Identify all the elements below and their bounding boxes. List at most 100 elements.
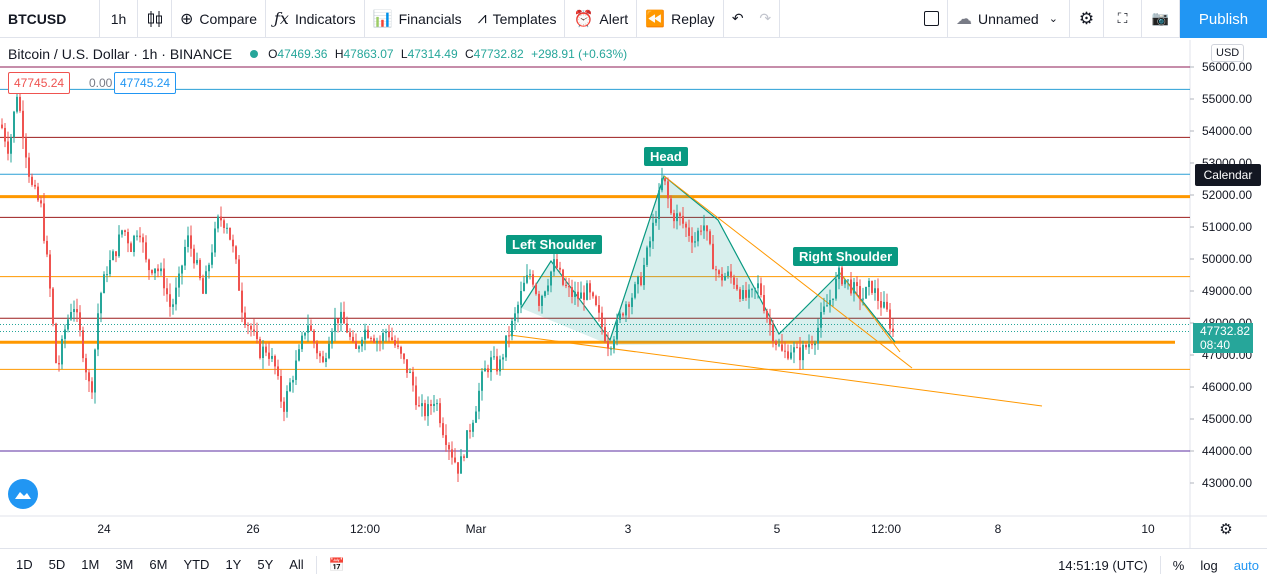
sell-price-button[interactable]: 47745.24 (8, 72, 71, 94)
candle-body (835, 279, 837, 299)
candle-body (331, 331, 333, 344)
alert-button[interactable]: ⏰ Alert (565, 0, 638, 38)
candle-body (847, 279, 849, 281)
candle-body (532, 274, 534, 285)
indicators-button[interactable]: ƒx Indicators (266, 0, 365, 38)
left-shoulder-label[interactable]: Left Shoulder (506, 235, 602, 254)
utc-clock[interactable]: 14:51:19 (UTC) (1058, 557, 1148, 573)
financials-button[interactable]: 📊 Financials (365, 0, 470, 38)
percent-toggle[interactable]: % (1172, 557, 1185, 573)
candle-body (241, 290, 243, 313)
timeframe-ytd[interactable]: YTD (183, 557, 210, 572)
candle-body (364, 329, 366, 340)
currency-button[interactable]: USD (1211, 44, 1245, 62)
replay-button[interactable]: ⏪ Replay (637, 0, 724, 38)
candle-body (856, 282, 858, 287)
candle-body (58, 362, 60, 365)
candle-body (226, 227, 228, 229)
fullscreen-button[interactable]: ⛶ (1104, 0, 1142, 38)
indicators-label: Indicators (294, 10, 356, 27)
mountain-icon (15, 492, 31, 499)
top-toolbar: BTCUSD 1h ⊕ Compare ƒx Indicators 📊 Fina… (0, 0, 1267, 38)
candle-body (292, 379, 294, 383)
market-status-dot (250, 50, 259, 58)
candle-body (223, 220, 225, 229)
timeframe-1d[interactable]: 1D (16, 557, 33, 572)
candle-body (637, 276, 639, 285)
fullscreen-icon: ⛶ (1117, 10, 1128, 26)
timeframe-all[interactable]: All (289, 557, 304, 572)
plus-circle-icon: ⊕ (180, 10, 194, 28)
candle-body (445, 435, 447, 445)
redo-button[interactable]: ↷ (752, 0, 780, 38)
candle-body (868, 280, 870, 288)
fullscreen-select-button[interactable] (916, 0, 948, 38)
candle-body (742, 290, 744, 299)
settings-button[interactable]: ⚙ (1070, 0, 1104, 38)
auto-toggle[interactable]: auto (1233, 557, 1259, 573)
candle-body (697, 230, 699, 242)
snapshot-button[interactable]: 📷 (1142, 0, 1180, 38)
candle-body (787, 351, 789, 359)
candle-body (784, 350, 786, 352)
candle-body (832, 298, 834, 301)
tradingview-logo-button[interactable] (8, 479, 38, 509)
candle-body (718, 270, 720, 275)
candle-body (427, 404, 429, 417)
candle-body (526, 275, 528, 283)
date-range-icon[interactable]: 📅 (328, 556, 345, 572)
symbol-title: Bitcoin / U.S. Dollar · 1h · BINANCE (8, 46, 233, 62)
candle-body (127, 231, 129, 244)
time-axis-label: 24 (97, 522, 111, 536)
log-toggle[interactable]: log (1200, 557, 1218, 573)
candle-body (478, 390, 480, 412)
timeframe-1m[interactable]: 1M (81, 557, 100, 572)
candle-body (559, 267, 561, 270)
timeframe-1y[interactable]: 1Y (225, 557, 242, 572)
layout-menu-button[interactable]: ☁ Unnamed ⌄ (948, 0, 1070, 38)
timeframe-5y[interactable]: 5Y (257, 557, 274, 572)
candle-body (310, 325, 312, 331)
timeframe-5d[interactable]: 5D (48, 557, 66, 572)
candle-body (604, 327, 606, 342)
candle-body (229, 227, 231, 240)
candle-body (850, 279, 852, 294)
compare-button[interactable]: ⊕ Compare (172, 0, 266, 38)
candle-body (70, 312, 72, 320)
candle-body (64, 329, 66, 339)
candle-body (418, 405, 420, 407)
undo-button[interactable]: ↶ (724, 0, 752, 38)
price-axis-label: 46000.00 (1202, 380, 1252, 394)
candle-body (328, 343, 330, 359)
candle-body (874, 288, 876, 293)
candle-body (268, 352, 270, 359)
candle-body (841, 267, 843, 285)
candle-body (397, 345, 399, 347)
candle-body (862, 298, 864, 300)
candle-body (607, 341, 609, 349)
candle-body (205, 271, 207, 294)
calendar-tooltip: Calendar (1195, 164, 1261, 186)
candle-body (19, 96, 21, 111)
templates-button[interactable]: ⩘ Templates (470, 0, 566, 38)
head-label[interactable]: Head (644, 147, 688, 166)
buy-price-button[interactable]: 47745.24 (114, 72, 177, 94)
interval-button[interactable]: 1h (100, 0, 138, 38)
square-icon (924, 11, 939, 26)
templates-label: Templates (492, 10, 557, 27)
chart-type-button[interactable] (138, 0, 172, 38)
symbol-search-button[interactable]: BTCUSD (0, 0, 100, 38)
candle-body (724, 275, 726, 281)
right-shoulder-label[interactable]: Right Shoulder (793, 247, 899, 266)
publish-button[interactable]: Publish (1180, 0, 1267, 38)
candle-body (355, 341, 357, 349)
price-chart[interactable]: 56000.0055000.0054000.0053000.0052000.00… (0, 0, 1267, 548)
timeframe-6m[interactable]: 6M (149, 557, 168, 572)
candle-body (715, 269, 717, 271)
toolbar-spacer (780, 0, 916, 38)
camera-icon: 📷 (1151, 10, 1170, 26)
timeframe-3m[interactable]: 3M (115, 557, 134, 572)
candle-body (214, 228, 216, 253)
candle-body (745, 290, 747, 298)
